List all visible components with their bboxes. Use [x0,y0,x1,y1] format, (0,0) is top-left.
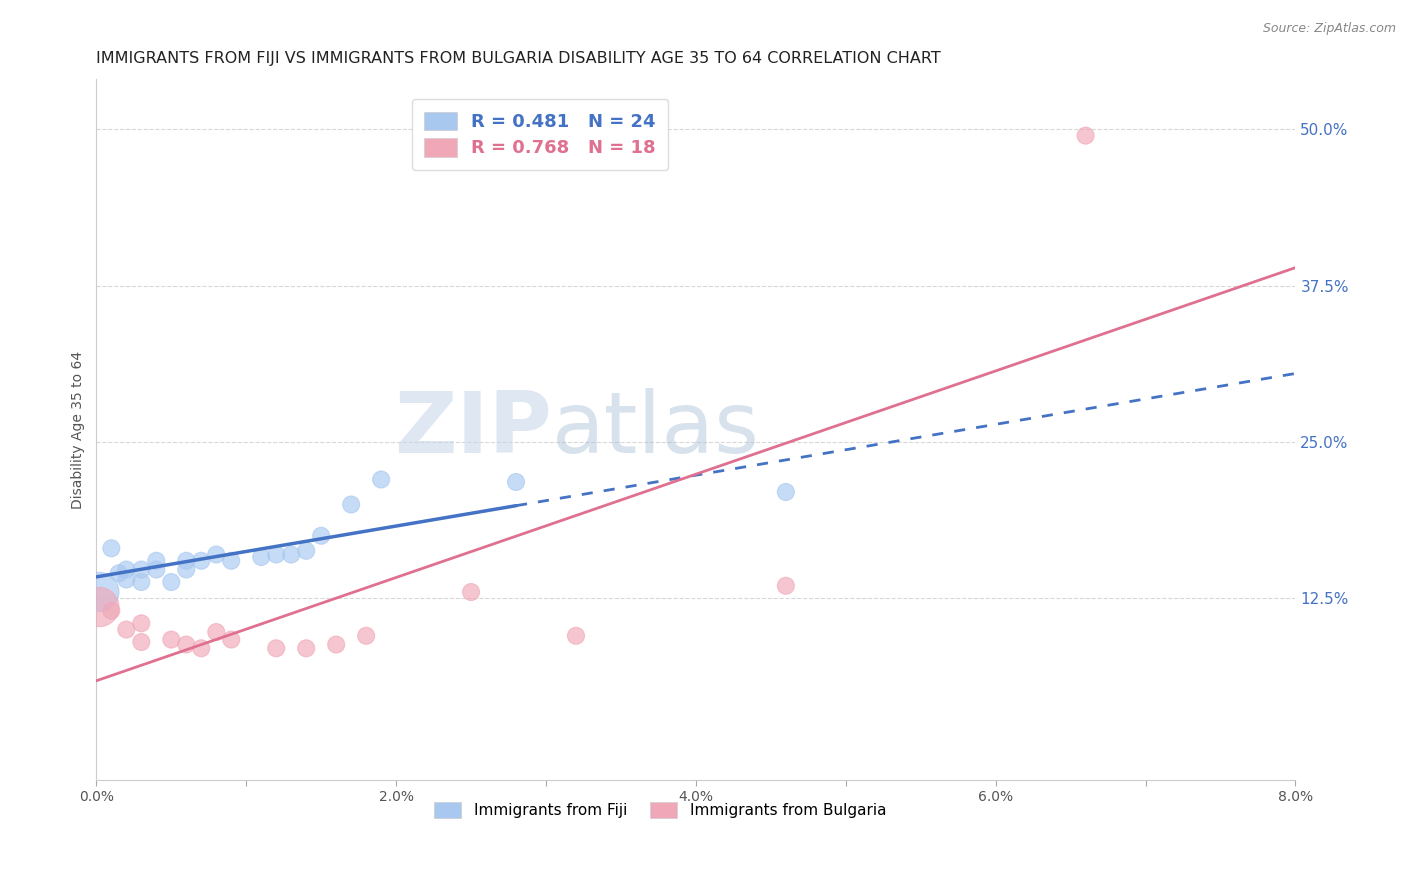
Point [160,632,183,647]
Point [505,475,527,489]
Point [145,554,167,568]
Point [219,632,242,647]
Point [325,638,347,652]
Point [174,562,197,576]
Point [280,548,302,562]
Text: Source: ZipAtlas.com: Source: ZipAtlas.com [1263,22,1396,36]
Point [145,562,167,576]
Point [775,485,797,500]
Y-axis label: Disability Age 35 to 64: Disability Age 35 to 64 [72,351,86,508]
Point [100,541,122,556]
Point [89,600,111,615]
Point [775,579,797,593]
Point [460,585,482,599]
Point [115,562,138,576]
Point [160,575,183,590]
Point [205,625,228,640]
Point [205,548,228,562]
Legend: Immigrants from Fiji, Immigrants from Bulgaria: Immigrants from Fiji, Immigrants from Bu… [427,797,893,824]
Point [1074,128,1097,143]
Point [131,562,153,576]
Text: ZIP: ZIP [394,388,553,471]
Point [264,641,287,656]
Point [131,635,153,649]
Point [295,641,318,656]
Point [131,575,153,590]
Point [100,604,122,618]
Point [309,529,332,543]
Point [219,554,242,568]
Point [340,498,363,512]
Point [354,629,377,643]
Point [89,585,111,599]
Point [370,473,392,487]
Text: IMMIGRANTS FROM FIJI VS IMMIGRANTS FROM BULGARIA DISABILITY AGE 35 TO 64 CORRELA: IMMIGRANTS FROM FIJI VS IMMIGRANTS FROM … [97,51,941,66]
Point [131,616,153,631]
Point [190,641,212,656]
Text: atlas: atlas [553,388,761,471]
Point [190,554,212,568]
Point [250,549,273,564]
Point [115,573,138,587]
Point [264,548,287,562]
Point [565,629,588,643]
Point [174,638,197,652]
Point [295,543,318,558]
Point [108,566,131,581]
Point [115,623,138,637]
Point [174,554,197,568]
